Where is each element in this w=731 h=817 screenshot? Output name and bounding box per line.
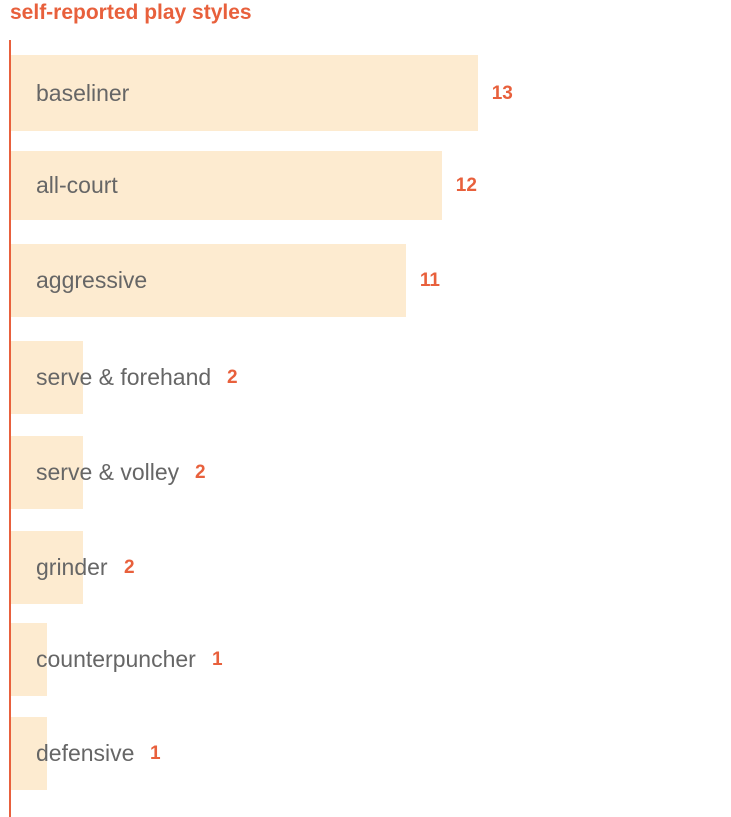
category-label: all-court xyxy=(36,172,118,198)
bar xyxy=(11,151,442,220)
data-label: 1 xyxy=(212,649,223,670)
category-label: serve & forehand xyxy=(36,364,212,390)
category-label: defensive xyxy=(36,740,135,766)
data-label: 2 xyxy=(124,557,135,578)
bar xyxy=(11,623,47,696)
data-label: 2 xyxy=(195,462,206,483)
data-label: 12 xyxy=(455,175,477,196)
category-label: grinder xyxy=(36,554,108,580)
bar xyxy=(11,531,83,604)
y-axis-line xyxy=(9,40,11,817)
data-label: 2 xyxy=(227,367,238,388)
data-label: 11 xyxy=(419,270,440,291)
bar xyxy=(11,436,83,509)
data-label: 1 xyxy=(150,743,161,764)
bar xyxy=(11,717,47,790)
category-label: counterpuncher xyxy=(36,646,196,672)
category-label: serve & volley xyxy=(36,459,180,485)
bar xyxy=(11,244,406,317)
chart-title: self-reported play styles xyxy=(10,1,252,24)
category-label: aggressive xyxy=(36,267,148,293)
bar xyxy=(11,341,83,414)
category-label: baseliner xyxy=(36,79,130,106)
data-label: 13 xyxy=(491,82,513,104)
bar xyxy=(11,55,478,131)
